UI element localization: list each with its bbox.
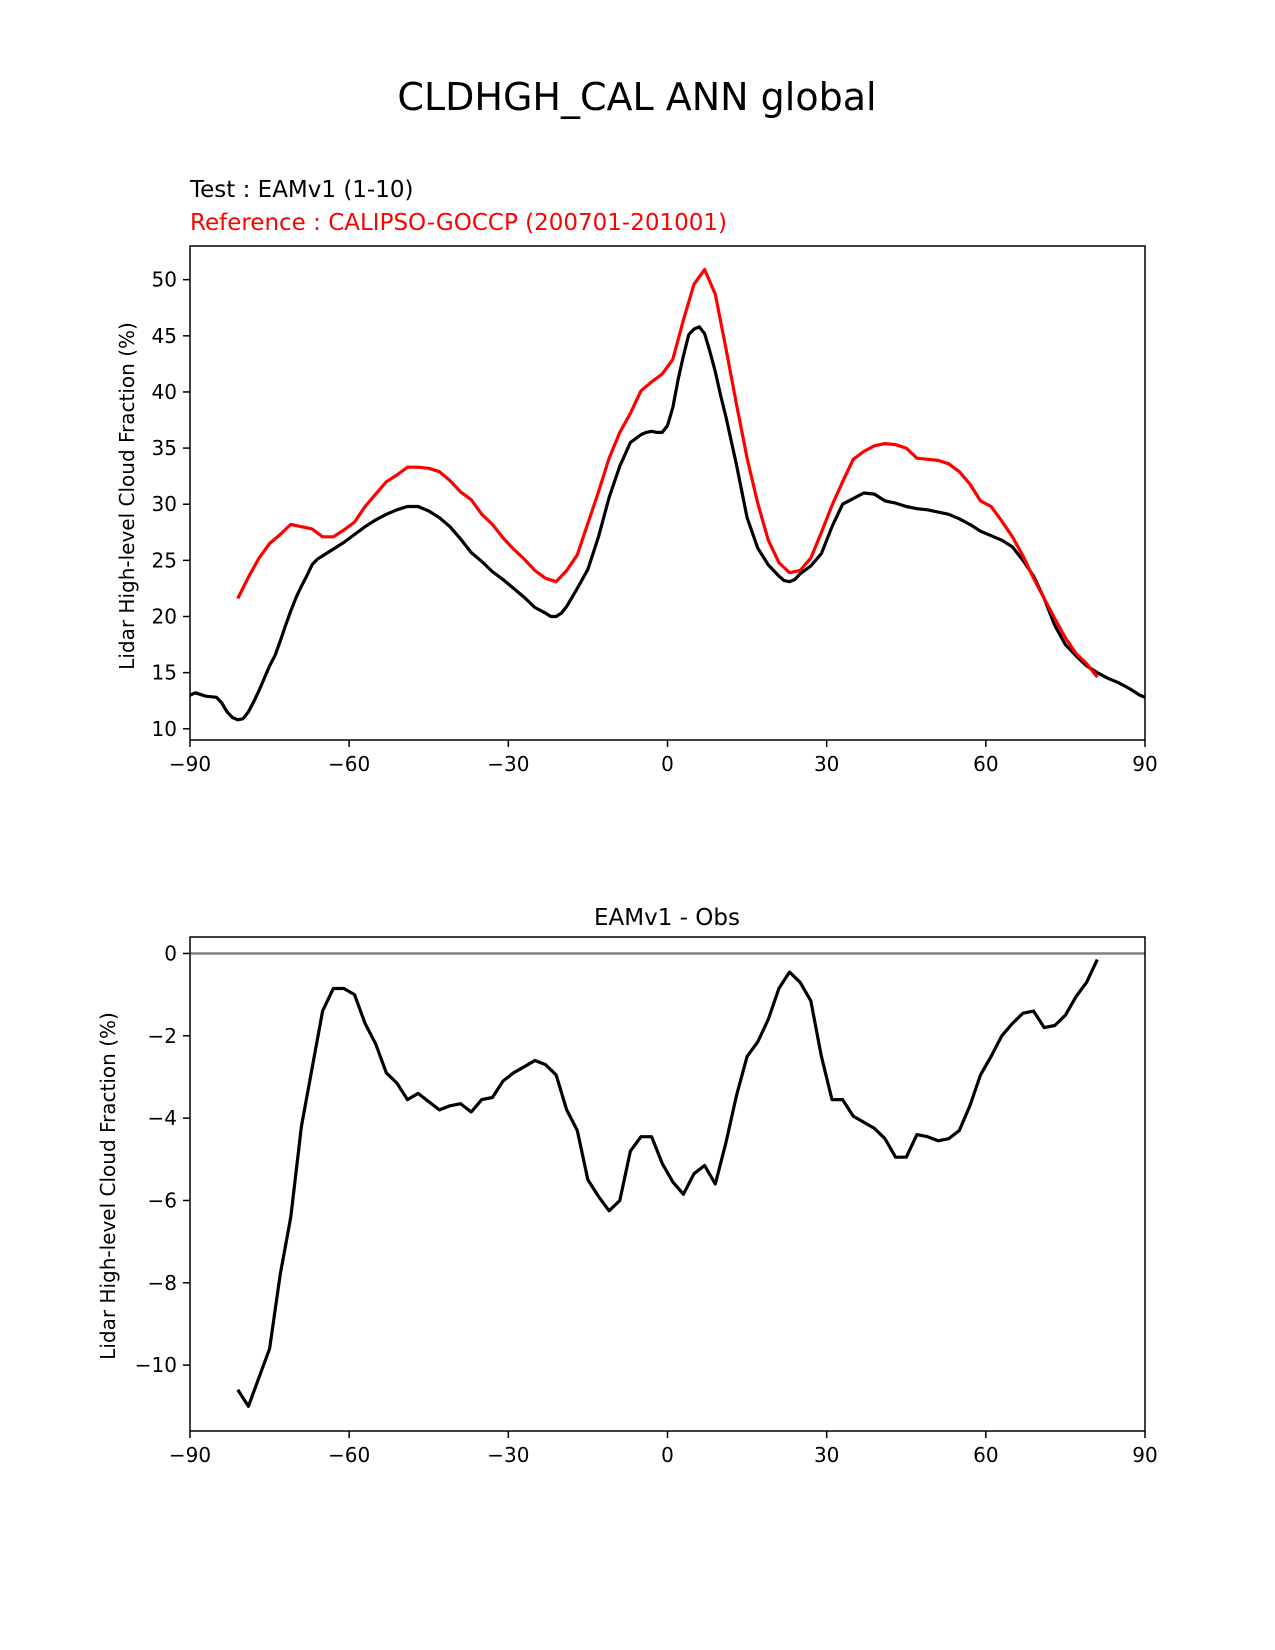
x-tick-label: −60: [328, 752, 370, 776]
y-tick-label: −6: [148, 1188, 177, 1212]
y-tick-label: 25: [152, 548, 177, 572]
top-x-ticks: −90 −60 −30 0 30 60 90: [169, 740, 1158, 776]
top-y-axis-label: Lidar High-level Cloud Fraction (%): [115, 322, 139, 670]
x-tick-label: 60: [973, 752, 998, 776]
bottom-plot-frame: [189, 936, 1146, 1432]
top-series-group: [189, 268, 1146, 722]
x-tick-label: −90: [169, 752, 211, 776]
difference-series-line: [236, 958, 1099, 1408]
x-tick-label: −30: [487, 752, 529, 776]
x-tick-label: 30: [814, 752, 839, 776]
y-tick-label: −2: [148, 1024, 177, 1048]
x-tick-label: −30: [487, 1443, 529, 1467]
y-tick-label: −10: [135, 1353, 177, 1377]
y-tick-label: 45: [152, 324, 177, 348]
y-tick-label: 50: [152, 268, 177, 292]
test-series-line: [189, 325, 1146, 722]
reference-label: Reference : CALIPSO-GOCCP (200701-201001…: [190, 210, 727, 236]
bottom-title: EAMv1 - Obs: [594, 905, 740, 931]
x-tick-label: 60: [973, 1443, 998, 1467]
bottom-y-axis-label: Lidar High-level Cloud Fraction (%): [96, 1012, 120, 1360]
bottom-x-ticks: −90 −60 −30 0 30 60 90: [169, 1431, 1158, 1467]
y-tick-label: −8: [148, 1271, 177, 1295]
x-tick-label: 90: [1132, 1443, 1157, 1467]
y-tick-label: 0: [164, 941, 177, 965]
y-tick-label: −4: [148, 1106, 177, 1130]
y-tick-label: 35: [152, 436, 177, 460]
x-tick-label: 30: [814, 1443, 839, 1467]
figure-title: CLDHGH_CAL ANN global: [397, 75, 876, 119]
test-label: Test : EAMv1 (1-10): [189, 177, 413, 203]
top-y-ticks: 10 15 20 25 30 35 40 45 50: [152, 268, 190, 741]
y-tick-label: 20: [152, 605, 177, 629]
x-tick-label: −90: [169, 1443, 211, 1467]
x-tick-label: 0: [661, 752, 674, 776]
bottom-series-group: [236, 958, 1099, 1408]
bottom-y-ticks: 0 −2 −4 −6 −8 −10: [135, 941, 190, 1377]
y-tick-label: 30: [152, 492, 177, 516]
x-tick-label: 90: [1132, 752, 1157, 776]
top-plot-frame: [189, 245, 1146, 741]
y-tick-label: 15: [152, 661, 177, 685]
x-tick-label: 0: [661, 1443, 674, 1467]
top-panel: Test : EAMv1 (1-10) Reference : CALIPSO-…: [115, 177, 1158, 776]
bottom-panel: EAMv1 - Obs Lidar High-level Cloud Fract…: [96, 905, 1158, 1467]
x-tick-label: −60: [328, 1443, 370, 1467]
y-tick-label: 10: [152, 717, 177, 741]
y-tick-label: 40: [152, 380, 177, 404]
reference-series-line: [236, 268, 1099, 679]
